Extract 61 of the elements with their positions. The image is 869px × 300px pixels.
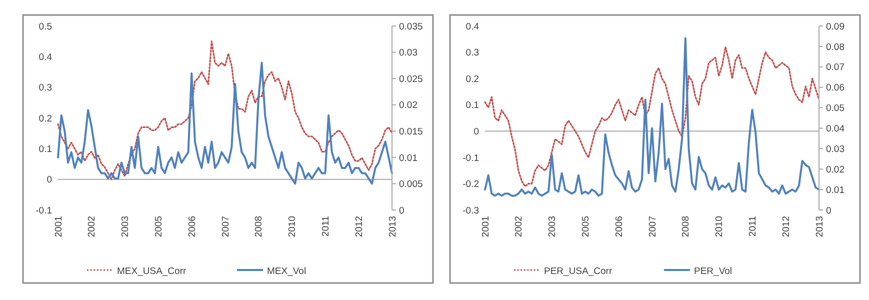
y-tick-label: 0.5 bbox=[38, 21, 52, 32]
x-tick-label: 2011 bbox=[747, 216, 758, 236]
x-tick-label: 2011 bbox=[320, 216, 332, 236]
y-tick-label: -0.3 bbox=[462, 205, 478, 216]
y-tick-label: 0.4 bbox=[38, 52, 52, 63]
y2-tick-label: 0.01 bbox=[399, 152, 418, 164]
y-tick-label: -0.2 bbox=[462, 179, 478, 190]
x-tick-label: 2010 bbox=[287, 216, 298, 238]
x-tick-label: 2013 bbox=[814, 216, 825, 238]
y-tick-label: -0.1 bbox=[36, 205, 52, 216]
legend-label: MEX_Vol bbox=[267, 266, 306, 277]
y-tick-label: 0.3 bbox=[38, 82, 52, 94]
x-tick-label: 2005 bbox=[580, 216, 592, 238]
y-tick-label: 0 bbox=[473, 126, 478, 138]
x-tick-label: 2001 bbox=[53, 216, 64, 238]
y-tick-label: 0 bbox=[46, 174, 52, 186]
y-tick-label: 0.2 bbox=[465, 74, 478, 85]
x-tick-label: 2003 bbox=[546, 216, 558, 238]
y2-tick-label: 0.05 bbox=[826, 103, 844, 114]
y2-tick-label: 0.005 bbox=[399, 179, 423, 190]
legend-label: PER_Vol bbox=[694, 266, 732, 277]
y2-tick-label: 0.03 bbox=[826, 144, 844, 155]
y-tick-label: 0.1 bbox=[465, 100, 478, 112]
x-tick-label: 2006 bbox=[186, 216, 198, 238]
y2-tick-label: 0 bbox=[826, 205, 831, 216]
y-tick-label: 0.2 bbox=[38, 113, 52, 124]
y2-tick-label: 0.09 bbox=[826, 21, 844, 32]
y2-tick-label: 0.08 bbox=[826, 42, 844, 53]
x-tick-label: 2010 bbox=[714, 216, 725, 238]
x-tick-label: 2013 bbox=[387, 216, 398, 238]
y2-tick-label: 0.01 bbox=[826, 184, 844, 196]
y2-tick-label: 0.015 bbox=[399, 126, 423, 138]
x-tick-label: 2005 bbox=[154, 216, 165, 238]
x-tick-label: 2002 bbox=[513, 216, 524, 238]
y2-tick-label: 0.02 bbox=[399, 100, 418, 112]
x-tick-label: 2008 bbox=[680, 216, 692, 238]
x-tick-label: 2012 bbox=[780, 216, 792, 238]
legend-label: MEX_USA_Corr bbox=[117, 266, 186, 277]
y2-tick-label: 0.02 bbox=[826, 164, 844, 176]
legend-label: PER_USA_Corr bbox=[544, 266, 612, 277]
y-tick-label: -0.1 bbox=[462, 152, 478, 164]
line-series bbox=[57, 62, 393, 185]
x-tick-label: 2012 bbox=[354, 216, 365, 238]
y2-tick-label: 0.06 bbox=[826, 82, 844, 94]
y2-tick-label: 0.035 bbox=[399, 21, 423, 32]
x-tick-label: 2006 bbox=[613, 216, 624, 238]
y2-tick-label: 0 bbox=[399, 205, 404, 216]
x-tick-label: 2002 bbox=[86, 216, 98, 238]
y2-tick-label: 0.025 bbox=[399, 74, 423, 85]
y2-tick-label: 0.07 bbox=[826, 62, 844, 74]
x-tick-label: 2007 bbox=[220, 216, 232, 238]
y-tick-label: 0.3 bbox=[465, 48, 478, 59]
x-tick-label: 2007 bbox=[646, 216, 658, 238]
y-tick-label: 0.4 bbox=[465, 21, 478, 32]
y-tick-label: 0.1 bbox=[38, 144, 52, 155]
x-tick-label: 2008 bbox=[254, 216, 265, 238]
x-tick-label: 2003 bbox=[120, 216, 132, 238]
line-series bbox=[57, 40, 393, 180]
y2-tick-label: 0.03 bbox=[399, 48, 418, 59]
x-tick-label: 2001 bbox=[480, 216, 491, 238]
y2-tick-label: 0.04 bbox=[826, 124, 844, 135]
